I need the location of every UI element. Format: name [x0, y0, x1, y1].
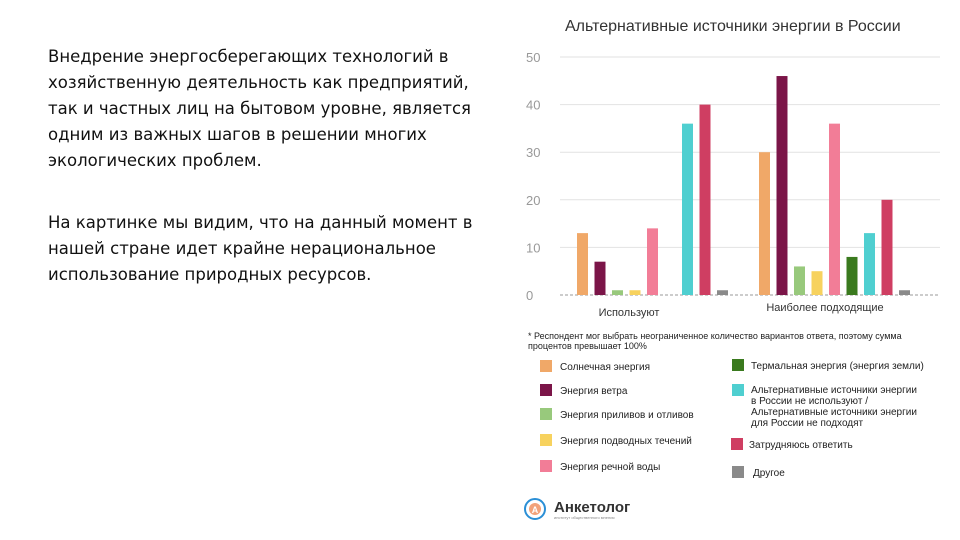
slide-text: Внедрение энергосберегающих технологий в… — [48, 44, 478, 324]
legend-swatch-1 — [540, 384, 552, 396]
brand-logo: A Анкетолог институт общественного мнени… — [524, 498, 630, 520]
alt-energy-chart: Альтернативные источники энергии в Росси… — [524, 18, 940, 520]
y-tick-label-30: 30 — [526, 145, 540, 160]
bar-series-2-category-1 — [794, 266, 805, 295]
chart-bars — [577, 76, 910, 295]
legend-swatch-4 — [540, 460, 552, 472]
bar-series-0-category-1 — [759, 152, 770, 295]
legend-swatch-7 — [731, 438, 743, 450]
bar-series-7-category-0 — [699, 104, 711, 295]
legend-label-undecided: Затрудняюсь ответить — [749, 440, 853, 451]
bar-series-5-category-1 — [846, 256, 858, 295]
legend-swatch-5 — [732, 359, 744, 371]
chart-legend: Солнечная энергия Энергия ветра Энергия … — [540, 359, 924, 479]
legend-label-tidal: Энергия приливов и отливов — [560, 410, 694, 421]
y-tick-label-10: 10 — [526, 240, 540, 255]
legend-swatch-8 — [732, 466, 744, 478]
legend-label-wind: Энергия ветра — [560, 386, 628, 397]
legend-label-solar: Солнечная энергия — [560, 362, 650, 373]
category-label-use: Используют — [599, 307, 660, 319]
category-label-suitable: Наиболее подходящие — [766, 302, 883, 314]
bar-series-3-category-1 — [811, 271, 823, 295]
bar-series-1-category-1 — [776, 76, 788, 295]
legend-label-none-line-4: для России не подходят — [751, 418, 864, 429]
legend-swatch-6 — [732, 384, 744, 396]
footnote-line-1: * Респондент мог выбрать неограниченное … — [528, 331, 902, 341]
bar-series-0-category-0 — [577, 233, 588, 295]
paragraph-1: Внедрение энергосберегающих технологий в… — [48, 47, 471, 170]
bar-series-8-category-1 — [899, 290, 910, 295]
chart-grid: 0 10 20 30 40 50 — [526, 50, 940, 303]
y-tick-label-20: 20 — [526, 193, 540, 208]
footnote-line-2: процентов превышает 100% — [528, 341, 647, 351]
bar-series-6-category-0 — [682, 123, 693, 295]
bar-series-4-category-1 — [829, 123, 840, 295]
bar-series-8-category-0 — [717, 290, 728, 295]
legend-label-thermal: Термальная энергия (энергия земли) — [751, 361, 924, 372]
y-tick-label-0: 0 — [526, 288, 533, 303]
brand-logo-ring — [524, 498, 546, 520]
legend-swatch-0 — [540, 360, 552, 372]
paragraph-2: На картинке мы видим, что на данный моме… — [48, 213, 473, 284]
legend-label-none-line-3: Альтернативные источники энергии — [751, 407, 917, 418]
bar-series-3-category-0 — [629, 290, 641, 295]
bar-series-2-category-0 — [612, 290, 623, 295]
bar-series-1-category-0 — [594, 261, 606, 295]
legend-label-none-line-1: Альтернативные источники энергии — [751, 385, 917, 396]
brand-tagline: институт общественного мнения — [554, 515, 615, 520]
brand-name: Анкетолог — [554, 499, 630, 516]
brand-logo-letter: A — [532, 505, 539, 515]
brand-logo-core — [529, 503, 541, 515]
bar-series-6-category-1 — [864, 233, 875, 295]
legend-label-none-line-2: в России не используют / — [751, 396, 868, 407]
legend-swatch-2 — [540, 408, 552, 420]
legend-label-river: Энергия речной воды — [560, 462, 660, 473]
chart-title: Альтернативные источники энергии в Росси… — [565, 18, 901, 35]
bar-series-7-category-1 — [881, 199, 893, 295]
y-tick-label-50: 50 — [526, 50, 540, 65]
legend-swatch-3 — [540, 434, 552, 446]
bar-series-4-category-0 — [647, 228, 658, 295]
legend-label-undercurrent: Энергия подводных течений — [560, 436, 692, 447]
y-tick-label-40: 40 — [526, 98, 540, 113]
legend-label-other: Другое — [753, 468, 785, 479]
